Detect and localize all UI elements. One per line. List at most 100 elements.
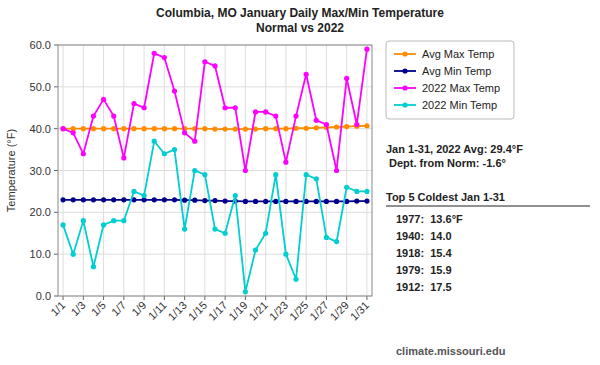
grid-line — [326, 45, 327, 296]
point — [192, 139, 197, 144]
point — [182, 130, 187, 135]
tick-mark — [225, 296, 226, 300]
point — [81, 218, 86, 223]
tick-mark — [54, 254, 58, 255]
point — [162, 126, 167, 131]
tick-mark — [103, 296, 104, 300]
point — [162, 197, 167, 202]
plot-background — [58, 45, 372, 296]
tick-label: 1/21 — [246, 299, 270, 323]
grid-line — [123, 45, 124, 296]
tick-label: 1/9 — [129, 299, 148, 318]
tick-mark — [346, 296, 347, 300]
point — [131, 126, 136, 131]
point — [81, 126, 86, 131]
tick-mark — [54, 296, 58, 297]
tick-label: 1/25 — [287, 299, 311, 323]
legend-box — [386, 41, 514, 119]
series — [60, 123, 369, 132]
point — [141, 126, 146, 131]
point — [304, 72, 309, 77]
point — [141, 193, 146, 198]
point — [212, 198, 217, 203]
tick-label: 1/15 — [186, 299, 210, 323]
point — [223, 198, 228, 203]
series-line — [63, 141, 367, 292]
watermark: climate.missouri.edu — [396, 345, 505, 357]
point — [152, 197, 157, 202]
point — [91, 264, 96, 269]
point — [304, 172, 309, 177]
point — [243, 126, 248, 131]
tick-mark — [83, 296, 84, 300]
point — [263, 231, 268, 236]
point — [60, 126, 65, 131]
tick-mark — [123, 296, 124, 300]
legend-label: Avg Min Temp — [422, 65, 491, 77]
annotation: Top 5 Coldest Jan 1-31 — [386, 191, 505, 203]
series — [60, 47, 369, 174]
point — [293, 277, 298, 282]
point — [101, 197, 106, 202]
text-line: 1918: 15.4 — [396, 247, 453, 259]
point — [141, 105, 146, 110]
point — [324, 199, 329, 204]
tick-mark — [306, 296, 307, 300]
point — [283, 126, 288, 131]
point — [152, 126, 157, 131]
grid-line — [58, 86, 372, 87]
point — [273, 199, 278, 204]
point — [223, 126, 228, 131]
point — [253, 109, 258, 114]
point — [223, 105, 228, 110]
grid-line — [366, 45, 367, 296]
point — [91, 114, 96, 119]
title: Columbia, MO January Daily Max/Min Tempe… — [156, 6, 444, 35]
plot-frame — [58, 45, 372, 296]
point — [111, 218, 116, 223]
axes: 0.010.020.030.040.050.060.01/11/31/51/71… — [30, 39, 372, 323]
tick-mark — [54, 212, 58, 213]
grid-line — [225, 45, 226, 296]
point — [131, 101, 136, 106]
annotation: 1918: 15.4 — [396, 247, 453, 259]
tick-label: 40.0 — [30, 123, 51, 135]
series — [60, 197, 369, 204]
tick-label: 1/27 — [307, 299, 331, 323]
point — [81, 151, 86, 156]
tick-mark — [54, 128, 58, 129]
point — [334, 239, 339, 244]
tick-mark — [144, 296, 145, 300]
point — [202, 172, 207, 177]
legend-marker — [402, 85, 407, 90]
point — [212, 226, 217, 231]
axis-label: Temperature (°F) — [5, 129, 17, 212]
point — [293, 114, 298, 119]
legend-label: 2022 Min Temp — [422, 99, 497, 111]
point — [324, 235, 329, 240]
point — [273, 114, 278, 119]
tick-label: 10.0 — [30, 248, 51, 260]
text-line: 1979: 15.9 — [396, 264, 452, 276]
tick-label: 0.0 — [36, 290, 51, 302]
point — [243, 289, 248, 294]
grid-line — [285, 45, 286, 296]
tick-label: 20.0 — [30, 206, 51, 218]
grid-line — [58, 254, 372, 255]
point — [121, 197, 126, 202]
point — [334, 199, 339, 204]
tick-mark — [184, 296, 185, 300]
tick-mark — [326, 296, 327, 300]
grid — [58, 45, 372, 296]
point — [121, 155, 126, 160]
grid-line — [265, 45, 266, 296]
point — [263, 126, 268, 131]
text-line: Normal vs 2022 — [256, 21, 344, 35]
point — [304, 126, 309, 131]
tick-label: 1/11 — [146, 299, 169, 322]
legend-label: Avg Max Temp — [422, 48, 494, 60]
point — [273, 172, 278, 177]
point — [344, 76, 349, 81]
point — [121, 218, 126, 223]
series — [60, 139, 369, 295]
